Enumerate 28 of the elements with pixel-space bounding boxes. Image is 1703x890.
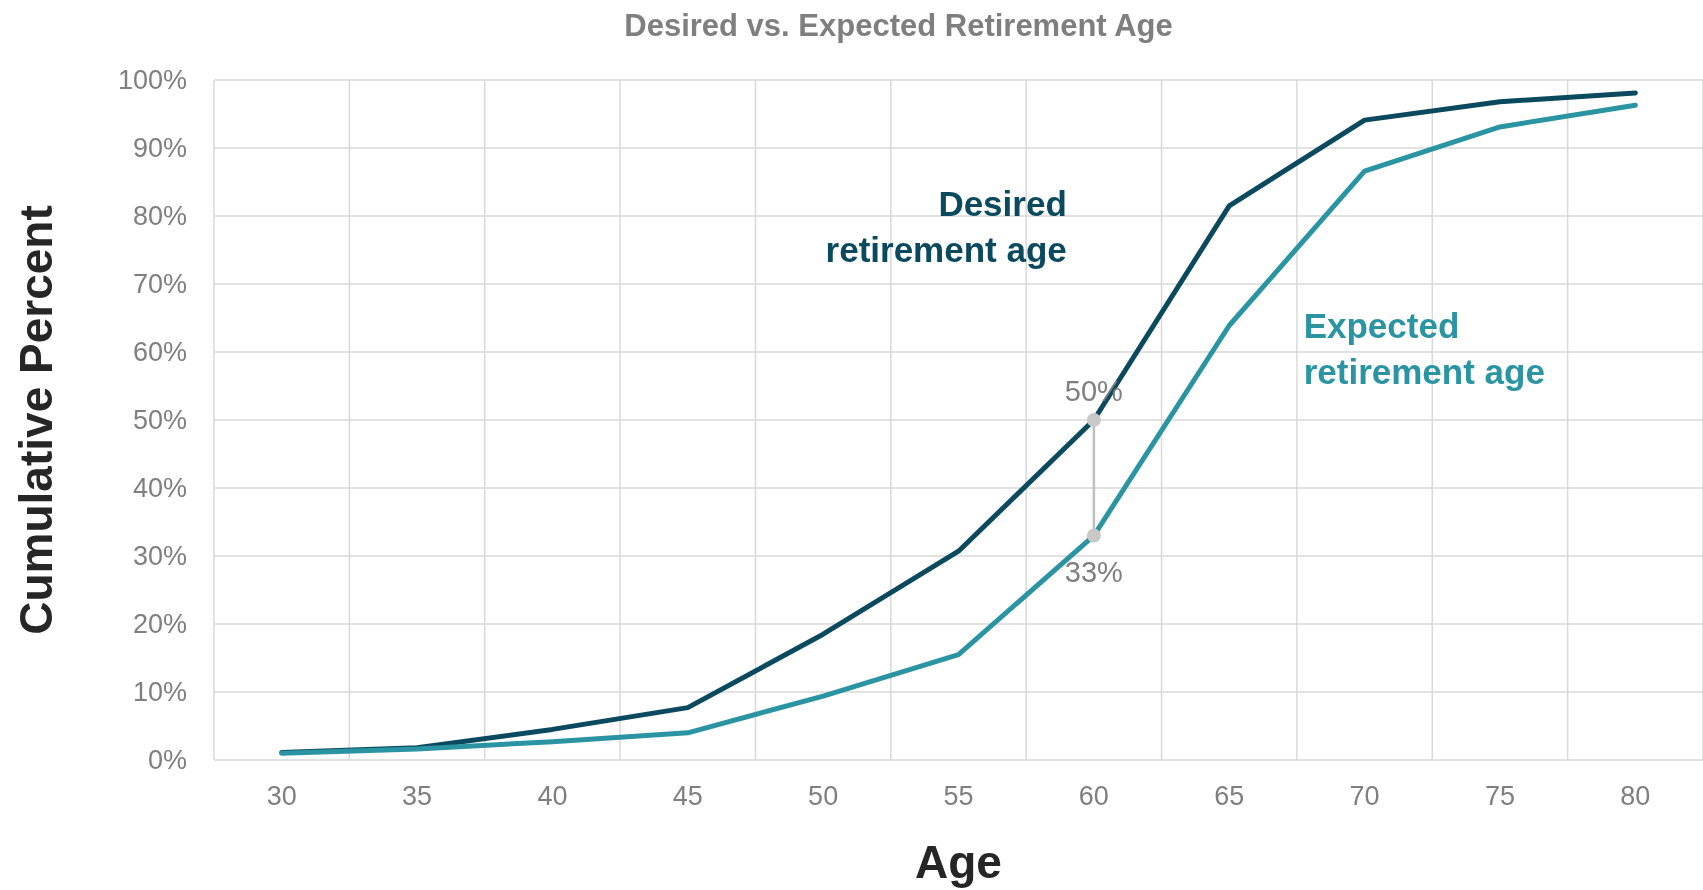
y-tick-label: 80%: [132, 201, 187, 232]
y-tick-label: 10%: [132, 677, 187, 708]
y-tick-label: 40%: [132, 473, 187, 504]
y-tick-label: 20%: [132, 609, 187, 640]
annotation: 33%: [1064, 555, 1123, 588]
y-tick-label: 0%: [147, 745, 187, 776]
x-tick-label: 50: [808, 781, 839, 811]
y-tick-label: 30%: [132, 541, 187, 572]
x-tick-label: 60: [1078, 781, 1109, 811]
x-tick-label: 40: [537, 781, 568, 811]
y-tick-label: 60%: [132, 337, 187, 368]
x-tick-label: 45: [672, 781, 703, 811]
chart-title: Desired vs. Expected Retirement Age: [624, 8, 1173, 43]
x-tick-label: 80: [1620, 781, 1651, 811]
series-label: Expected retirement age: [1303, 306, 1545, 392]
y-axis-title: Cumulative Percent: [10, 205, 62, 635]
y-tick-label: 90%: [132, 133, 187, 164]
x-tick-label: 75: [1484, 781, 1515, 811]
y-tick-label: 50%: [132, 405, 187, 436]
text: Desired retirement age: [825, 184, 1067, 269]
y-tick-label: 70%: [132, 269, 187, 300]
x-axis-title: Age: [915, 836, 1002, 888]
x-tick-label: 35: [402, 781, 433, 811]
x-tick-label: 70: [1349, 781, 1380, 811]
x-tick-label: 30: [266, 781, 297, 811]
x-tick-label: 65: [1214, 781, 1245, 811]
y-tick-label: 100%: [117, 65, 187, 96]
x-tick-label: 55: [943, 781, 974, 811]
